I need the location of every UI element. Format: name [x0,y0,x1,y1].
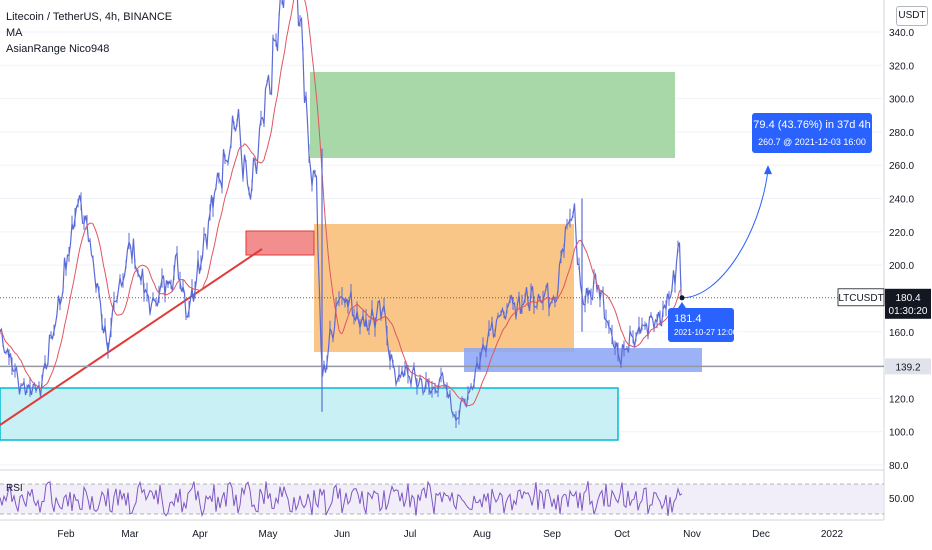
symbol-tag-label: LTCUSDT [838,293,883,304]
y-tick-label: 100.0 [889,428,914,439]
price-series-line [0,0,682,423]
x-tick-label: Nov [683,529,701,540]
x-tick-label: Jul [404,529,417,540]
x-tick-label: Apr [192,529,208,540]
currency-button[interactable]: USDT [896,6,928,26]
x-tick-label: Dec [752,529,770,540]
y-tick-label: 340.0 [889,28,914,39]
projection-date: 260.7 @ 2021-12-03 16:00 [758,137,866,147]
projection-arrow [764,165,772,175]
indicator-asianrange-label[interactable]: AsianRange Nico948 [6,43,110,55]
current-point-marker [679,295,685,301]
y-tick-label: 320.0 [889,61,914,72]
x-tick-label: Sep [543,529,561,540]
y-tick-label: 200.0 [889,261,914,272]
blue-zone [464,348,702,372]
current-label-box [668,308,734,342]
chart-title: Litecoin / TetherUS, 4h, BINANCE [6,11,173,23]
x-tick-label: Aug [473,529,491,540]
x-tick-label: Oct [614,529,630,540]
moving-average-line [0,0,682,407]
y-tick-label: 300.0 [889,95,914,106]
x-tick-label: Feb [57,529,75,540]
x-tick-label: 2022 [821,529,844,540]
orange-zone [314,224,574,352]
rsi-label: RSI [6,483,23,494]
rsi-tick-label: 50.00 [889,494,914,505]
current-label-price: 181.4 [674,313,702,325]
level-tag-value: 139.2 [895,362,920,373]
current-label-pointer [678,302,686,308]
y-tick-label: 120.0 [889,394,914,405]
x-tick-label: May [259,529,278,540]
price-tag [885,288,931,319]
price-tag-countdown: 01:30:20 [889,306,928,317]
y-tick-label: 220.0 [889,228,914,239]
projection-callout [752,113,872,153]
y-tick-label: 260.0 [889,161,914,172]
x-tick-label: Jun [334,529,350,540]
y-tick-label: 160.0 [889,328,914,339]
cyan-zone [0,387,619,441]
price-tag-value: 180.4 [895,293,920,304]
y-tick-label: 280.0 [889,128,914,139]
level-tag [885,358,931,375]
trend-line [0,248,263,426]
red-zone [245,230,315,256]
rsi-line [0,480,683,518]
x-tick-label: Mar [121,529,139,540]
current-label-date: 2021-10-27 12:00 [674,328,738,337]
green-zone [310,72,675,158]
symbol-tag [837,288,885,307]
rsi-band [0,484,884,514]
indicator-ma-label[interactable]: MA [6,27,23,39]
projection-text: 79.4 (43.76%) in 37d 4h [753,119,870,131]
projection-curve [681,170,769,299]
y-tick-label: 240.0 [889,195,914,206]
y-tick-label: 80.0 [889,461,909,472]
